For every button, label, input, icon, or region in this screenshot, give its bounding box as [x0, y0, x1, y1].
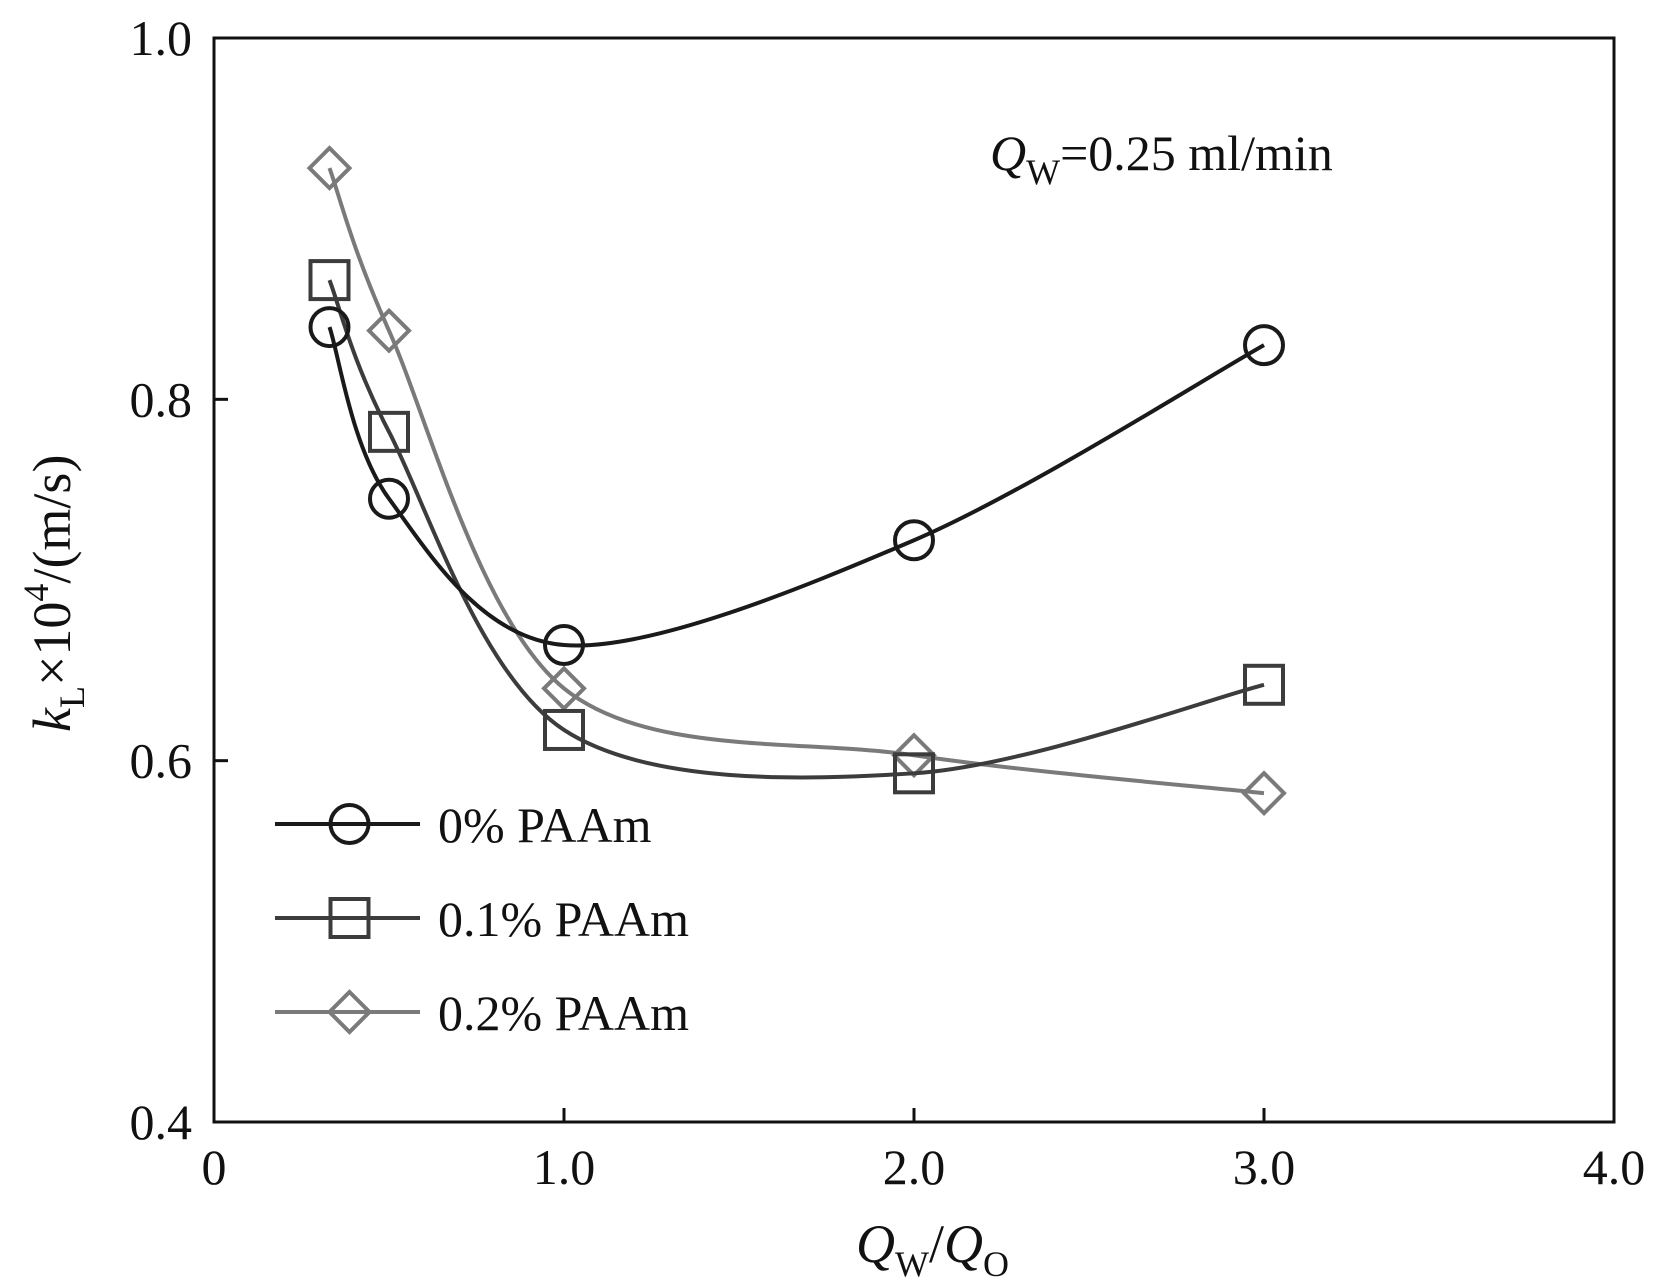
data-point — [543, 624, 585, 667]
x-axis-num-subscript: W — [895, 1244, 929, 1284]
data-point — [366, 307, 412, 354]
data-point — [1243, 324, 1285, 367]
y-axis-power: 4 — [16, 584, 56, 602]
x-axis-den-symbol: Q — [944, 1214, 983, 1274]
x-tick-label: 1.0 — [533, 1139, 596, 1195]
legend-item: 0.1% PAAm — [275, 891, 689, 947]
annotation-subscript: W — [1026, 152, 1060, 192]
legend-label: 0.2% PAAm — [438, 985, 689, 1041]
ticks: 0 1.0 2.0 3.0 4.0 0.4 0.6 0.8 1.0 — [130, 10, 1646, 1195]
series-line — [327, 279, 1265, 780]
y-axis-title: kL×104/(m/s) — [16, 455, 92, 732]
y-axis-symbol: k — [22, 707, 82, 732]
legend-item: 0.2% PAAm — [275, 985, 689, 1041]
annotation-value: =0.25 ml/min — [1060, 125, 1333, 181]
y-tick-label: 0.8 — [130, 371, 193, 427]
x-tick-label: 4.0 — [1583, 1139, 1646, 1195]
data-point — [893, 752, 935, 795]
legend-label: 0.1% PAAm — [438, 891, 689, 947]
data-point — [368, 410, 410, 453]
legend-marker — [328, 897, 371, 939]
legend-item: 0% PAAm — [275, 797, 652, 853]
series-line — [327, 167, 1265, 796]
legend-marker — [326, 989, 373, 1035]
plot-frame — [212, 36, 1616, 1124]
annotation-symbol: Q — [990, 125, 1026, 181]
series-0-paam — [308, 306, 1285, 667]
x-axis-num-symbol: Q — [856, 1214, 895, 1274]
legend-marker — [328, 803, 371, 845]
data-point — [1243, 663, 1285, 706]
x-axis-title: QW/QO — [856, 1214, 1009, 1284]
data-point — [541, 665, 587, 712]
y-tick-label: 1.0 — [130, 10, 193, 66]
y-axis-times: ×10 — [22, 602, 82, 686]
legend: 0% PAAm 0.1% PAAm 0.2% PAAm — [275, 797, 689, 1041]
data-point — [893, 519, 935, 562]
x-axis-separator: / — [929, 1214, 944, 1274]
x-tick-label: 3.0 — [1233, 1139, 1296, 1195]
series-0-2-paam — [306, 145, 1287, 817]
x-tick-label: 0 — [202, 1139, 227, 1195]
data-point — [1241, 770, 1287, 817]
x-tick-label: 2.0 — [883, 1139, 946, 1195]
x-axis-den-subscript: O — [983, 1244, 1009, 1284]
y-axis-unit: /(m/s) — [22, 455, 82, 584]
data-point — [306, 145, 353, 191]
data-point — [543, 708, 585, 751]
series-layer — [306, 145, 1287, 817]
legend-label: 0% PAAm — [438, 797, 652, 853]
series-line — [327, 326, 1265, 648]
y-tick-label: 0.4 — [130, 1094, 193, 1150]
y-axis-subscript: L — [52, 686, 92, 708]
data-point — [308, 259, 351, 302]
series-0-1-paam — [308, 259, 1285, 795]
data-point — [308, 306, 351, 349]
flow-rate-annotation: QW=0.25 ml/min — [990, 125, 1333, 192]
y-tick-label: 0.6 — [130, 733, 193, 789]
data-point — [368, 477, 410, 520]
